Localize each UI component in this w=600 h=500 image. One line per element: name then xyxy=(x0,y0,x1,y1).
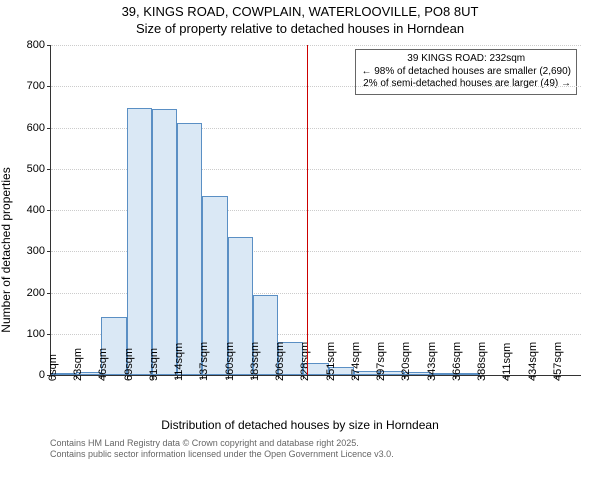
plot-area: 39 KINGS ROAD: 232sqm ← 98% of detached … xyxy=(50,45,581,376)
ytick-label: 200 xyxy=(27,287,51,299)
ytick-label: 800 xyxy=(27,39,51,51)
xtick-label: 228sqm xyxy=(299,342,311,381)
xtick-label: 46sqm xyxy=(97,348,109,381)
ytick-label: 700 xyxy=(27,80,51,92)
annotation-line-3: 2% of semi-detached houses are larger (4… xyxy=(361,78,571,91)
title-line-2: Size of property relative to detached ho… xyxy=(0,21,600,38)
gridline xyxy=(51,86,581,87)
xtick-label: 457sqm xyxy=(552,342,564,381)
xtick-label: 137sqm xyxy=(198,342,210,381)
xtick-label: 91sqm xyxy=(148,348,160,381)
xtick-label: 388sqm xyxy=(476,342,488,381)
title-line-1: 39, KINGS ROAD, COWPLAIN, WATERLOOVILLE,… xyxy=(0,0,600,21)
reference-line xyxy=(307,45,308,375)
x-axis-label: Distribution of detached houses by size … xyxy=(161,418,439,432)
xtick-label: 183sqm xyxy=(249,342,261,381)
xtick-label: 206sqm xyxy=(274,342,286,381)
footer-line-1: Contains HM Land Registry data © Crown c… xyxy=(50,438,394,449)
annotation-line-2: ← 98% of detached houses are smaller (2,… xyxy=(361,66,571,79)
xtick-label: 297sqm xyxy=(375,342,387,381)
xtick-label: 274sqm xyxy=(350,342,362,381)
ytick-label: 100 xyxy=(27,328,51,340)
histogram-bar xyxy=(127,108,152,375)
xtick-label: 69sqm xyxy=(123,348,135,381)
xtick-label: 434sqm xyxy=(527,342,539,381)
chart-container: Number of detached properties Distributi… xyxy=(0,40,600,460)
histogram-bar xyxy=(177,123,202,375)
gridline xyxy=(51,45,581,46)
y-axis-label: Number of detached properties xyxy=(0,167,13,332)
xtick-label: 0sqm xyxy=(47,354,59,381)
xtick-label: 23sqm xyxy=(72,348,84,381)
ytick-label: 300 xyxy=(27,245,51,257)
xtick-label: 114sqm xyxy=(173,343,185,381)
ytick-label: 400 xyxy=(27,204,51,216)
ytick-label: 500 xyxy=(27,163,51,175)
xtick-label: 343sqm xyxy=(426,342,438,381)
histogram-bar xyxy=(152,109,177,375)
xtick-label: 366sqm xyxy=(451,342,463,381)
xtick-label: 320sqm xyxy=(400,342,412,381)
ytick-label: 600 xyxy=(27,122,51,134)
xtick-label: 160sqm xyxy=(224,342,236,381)
xtick-label: 251sqm xyxy=(325,342,337,381)
annotation-line-1: 39 KINGS ROAD: 232sqm xyxy=(361,53,571,66)
annotation-box: 39 KINGS ROAD: 232sqm ← 98% of detached … xyxy=(355,49,577,95)
xtick-label: 411sqm xyxy=(501,343,513,381)
footer-text: Contains HM Land Registry data © Crown c… xyxy=(50,438,394,461)
footer-line-2: Contains public sector information licen… xyxy=(50,449,394,460)
